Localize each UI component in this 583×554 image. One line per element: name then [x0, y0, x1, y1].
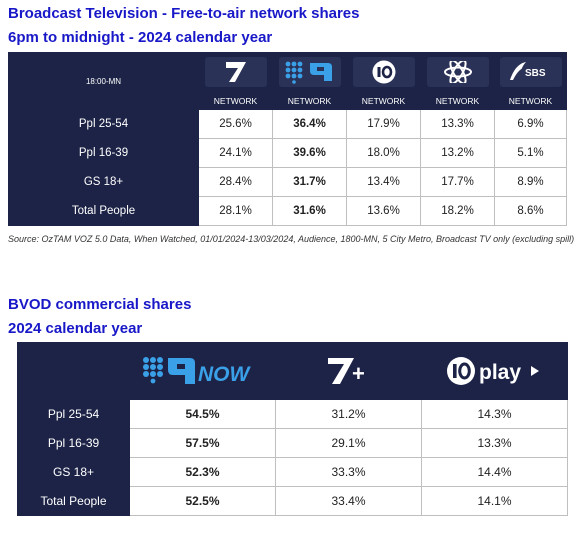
sbs-logo-icon: SBS [509, 62, 546, 80]
table-cell: 17.9% [346, 109, 421, 139]
svg-text:+: + [352, 361, 365, 386]
row-label: Total People [8, 196, 199, 226]
row-label: GS 18+ [8, 167, 199, 197]
table-cell: 13.3% [421, 428, 568, 458]
svg-text:play: play [479, 361, 521, 384]
source-note: Source: OzTAM VOZ 5.0 Data, When Watched… [8, 234, 575, 244]
nine-network-label: NETWORK [272, 91, 347, 110]
ten-logo-icon [372, 60, 395, 84]
table-cell: 31.2% [275, 399, 422, 429]
svg-text:SBS: SBS [525, 68, 546, 79]
sbs-network-label: NETWORK [494, 91, 567, 110]
seven-network-header [198, 52, 273, 92]
10play-header: play [421, 342, 568, 400]
table-cell: 52.3% [129, 457, 276, 487]
table-cell: 17.7% [420, 167, 495, 197]
tv-shares-subtitle: 6pm to midnight - 2024 calendar year [8, 29, 273, 46]
table-row: GS 18+ 28.4% 31.7% 13.4% 17.7% 8.9% [8, 167, 567, 197]
table-cell: 6.9% [494, 109, 567, 139]
table-cell: 31.7% [272, 167, 347, 197]
table-cell: 28.1% [198, 196, 273, 226]
table-cell: 18.0% [346, 138, 421, 168]
time-period-label: 18:00-MN [8, 52, 199, 110]
table-cell: 14.4% [421, 457, 568, 487]
7plus-header: + [275, 342, 422, 400]
table-row: GS 18+ 52.3% 33.3% 14.4% [17, 457, 568, 487]
table-cell: 13.6% [346, 196, 421, 226]
abc-logo-icon [443, 61, 472, 83]
table-cell: 8.9% [494, 167, 567, 197]
row-label: Ppl 25-54 [17, 399, 130, 429]
table-row: Ppl 25-54 54.5% 31.2% 14.3% [17, 399, 568, 429]
table-cell: 14.3% [421, 399, 568, 429]
table-cell: 25.6% [198, 109, 273, 139]
table-cell: 14.1% [421, 486, 568, 516]
tv-shares-title: Broadcast Television - Free-to-air netwo… [8, 5, 360, 22]
table-cell: 18.2% [420, 196, 495, 226]
bvod-shares-title: BVOD commercial shares [8, 296, 192, 313]
table-row: Ppl 25-54 25.6% 36.4% 17.9% 13.3% 6.9% [8, 109, 567, 139]
table-row: Ppl 16-39 57.5% 29.1% 13.3% [17, 428, 568, 458]
seven-network-label: NETWORK [198, 91, 273, 110]
abc-network-label: NETWORK [420, 91, 495, 110]
7plus-logo-icon: + [327, 358, 365, 386]
bvod-shares-subtitle: 2024 calendar year [8, 320, 143, 337]
table-cell: 28.4% [198, 167, 273, 197]
row-label: GS 18+ [17, 457, 130, 487]
seven-logo-icon [225, 62, 246, 82]
svg-text:NOW: NOW [198, 363, 252, 386]
bvod-shares-table: NOW + play [17, 342, 568, 516]
table-cell: 8.6% [494, 196, 567, 226]
table-cell: 39.6% [272, 138, 347, 168]
table-cell: 29.1% [275, 428, 422, 458]
table-row: Total People 52.5% 33.4% 14.1% [17, 486, 568, 516]
nine-network-header [272, 52, 347, 92]
table-row: Total People 28.1% 31.6% 13.6% 18.2% 8.6… [8, 196, 567, 226]
sbs-network-header: SBS [494, 52, 567, 92]
9now-header: NOW [129, 342, 276, 400]
tv-shares-table: 18:00-MN [8, 52, 567, 226]
ten-network-header [346, 52, 421, 92]
row-label: Ppl 16-39 [8, 138, 199, 168]
ten-network-label: NETWORK [346, 91, 421, 110]
table-cell: 24.1% [198, 138, 273, 168]
table-cell: 36.4% [272, 109, 347, 139]
row-label: Ppl 25-54 [8, 109, 199, 139]
10play-logo-icon: play [446, 357, 539, 385]
row-label: Total People [17, 486, 130, 516]
nine-logo-icon [285, 61, 332, 84]
table-cell: 31.6% [272, 196, 347, 226]
table-row: Ppl 16-39 24.1% 39.6% 18.0% 13.2% 5.1% [8, 138, 567, 168]
table-cell: 33.3% [275, 457, 422, 487]
bvod-corner [17, 342, 130, 400]
9now-logo-icon: NOW [142, 357, 252, 386]
abc-network-header [420, 52, 495, 92]
table-cell: 5.1% [494, 138, 567, 168]
table-cell: 54.5% [129, 399, 276, 429]
row-label: Ppl 16-39 [17, 428, 130, 458]
table-cell: 13.2% [420, 138, 495, 168]
table-cell: 52.5% [129, 486, 276, 516]
table-cell: 13.3% [420, 109, 495, 139]
table-cell: 57.5% [129, 428, 276, 458]
table-cell: 33.4% [275, 486, 422, 516]
table-cell: 13.4% [346, 167, 421, 197]
